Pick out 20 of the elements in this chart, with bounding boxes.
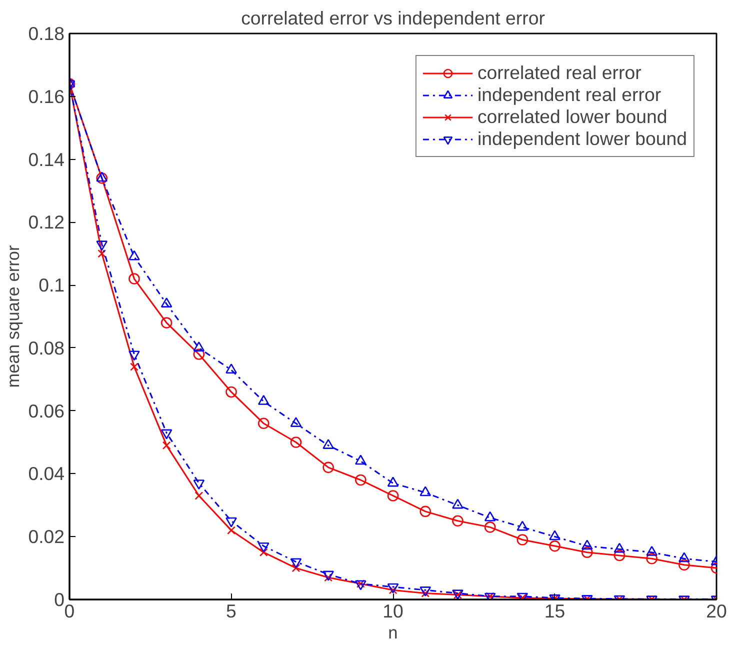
- legend-label: independent lower bound: [477, 128, 687, 150]
- y-axis-title: mean square error: [3, 245, 24, 388]
- y-tick-label: 0.04: [28, 463, 64, 484]
- legend-label: correlated lower bound: [477, 106, 668, 128]
- chart-title: correlated error vs independent error: [241, 8, 545, 28]
- x-tick-label: 15: [544, 600, 566, 622]
- x-tick-label: 10: [382, 600, 404, 622]
- y-tick-label: 0.12: [28, 212, 64, 233]
- legend-label: correlated real error: [477, 62, 642, 84]
- y-tick-label: 0.08: [28, 337, 64, 358]
- x-tick-label: 20: [706, 600, 727, 622]
- y-tick-label: 0.14: [28, 148, 64, 170]
- x-tick-label: 5: [226, 600, 236, 622]
- y-tick-label: 0.1: [38, 274, 65, 296]
- y-tick-label: 0.06: [28, 400, 64, 422]
- y-tick-label: 0.02: [28, 526, 64, 548]
- x-axis-title: n: [388, 622, 398, 642]
- y-tick-label: 0.16: [28, 86, 64, 107]
- legend-label: independent real error: [477, 84, 662, 106]
- y-tick-label: 0.18: [28, 23, 64, 44]
